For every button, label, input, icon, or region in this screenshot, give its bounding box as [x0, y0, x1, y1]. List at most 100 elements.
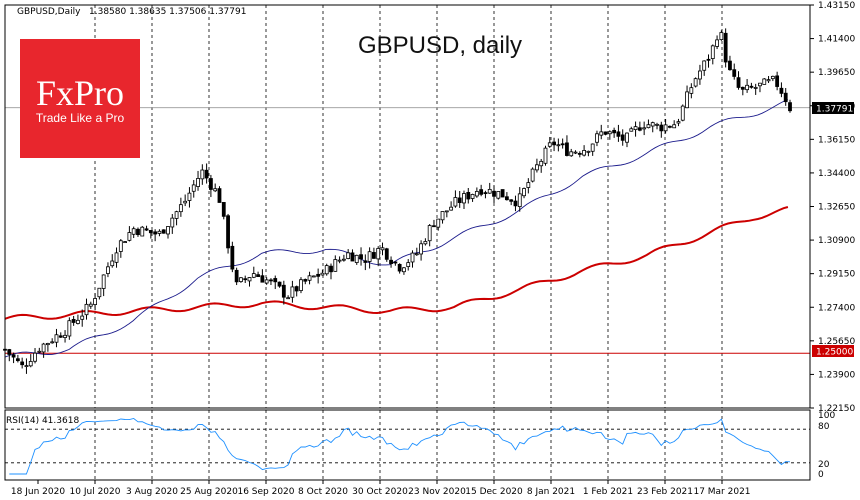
candle: [487, 182, 492, 194]
candle-body: [324, 265, 329, 275]
candle: [543, 145, 548, 166]
candle: [209, 174, 213, 198]
candle: [273, 275, 278, 290]
candle: [569, 148, 574, 157]
candle: [226, 213, 230, 254]
candle-body: [174, 211, 179, 219]
candle-body: [612, 129, 617, 134]
ohlc-values: 1.38580 1.38635 1.37506 1.37791: [89, 7, 246, 17]
candle: [629, 126, 634, 132]
candle: [127, 226, 132, 242]
candle: [67, 317, 72, 340]
candle-body: [58, 335, 63, 338]
candle-body: [50, 341, 55, 344]
candle: [620, 129, 625, 146]
candle: [84, 298, 89, 320]
chart-title: GBPUSD, daily: [358, 32, 522, 59]
time-tick-label: 8 Oct 2020: [298, 487, 348, 497]
candle: [672, 120, 677, 129]
logo-tagline: Trade Like a Pro: [35, 111, 125, 125]
candle-body: [526, 182, 531, 188]
rsi-scale-100: 100: [818, 411, 835, 421]
candle: [230, 241, 235, 273]
candle: [427, 223, 432, 247]
candle: [517, 187, 522, 212]
candle-body: [45, 343, 50, 346]
candle: [118, 238, 123, 258]
candle-body: [28, 361, 33, 367]
candle-body: [655, 123, 659, 126]
candle: [63, 330, 67, 343]
candle-body: [114, 252, 119, 263]
candle-body: [316, 273, 321, 277]
candle: [346, 249, 351, 260]
candle: [20, 357, 25, 369]
candle-body: [775, 75, 780, 87]
candle-body: [264, 279, 269, 284]
candle-body: [758, 82, 762, 87]
candle: [153, 229, 158, 242]
candle: [11, 352, 16, 364]
candle: [504, 192, 509, 201]
candle: [221, 202, 226, 220]
candle-body: [221, 202, 226, 217]
candle: [363, 254, 368, 271]
rsi-scale-80: 80: [818, 422, 830, 432]
candle: [58, 332, 63, 338]
candle-body: [320, 272, 325, 276]
candle-body: [260, 275, 265, 283]
candle: [196, 170, 200, 191]
candle-body: [453, 197, 458, 207]
candle: [161, 229, 166, 234]
candle: [676, 118, 681, 127]
candle: [496, 191, 501, 200]
candle: [479, 184, 484, 197]
candle-body: [170, 217, 175, 228]
candle-body: [629, 128, 634, 132]
candle-body: [783, 92, 788, 103]
candle-body: [157, 230, 162, 234]
candle: [766, 76, 771, 84]
candle-body: [131, 228, 136, 235]
candle-body: [402, 267, 406, 273]
candle-body: [329, 265, 333, 273]
candle: [728, 55, 732, 71]
candle-body: [15, 358, 20, 362]
price-tick-label: 1.25650: [818, 337, 855, 347]
candle: [406, 259, 411, 271]
candle-body: [33, 352, 37, 362]
slow-moving-average: [4, 206, 789, 320]
time-tick-label: 15 Dec 2020: [465, 487, 523, 497]
candle: [762, 78, 767, 85]
candle-body: [419, 243, 423, 255]
candle: [234, 267, 239, 286]
candle-body: [213, 188, 218, 192]
candle-body: [530, 168, 535, 182]
candle: [264, 277, 269, 285]
candle-body: [457, 197, 462, 204]
candle-body: [788, 102, 792, 112]
candle-body: [251, 273, 256, 278]
candle: [33, 348, 37, 364]
candle: [573, 150, 578, 155]
candle: [740, 86, 745, 96]
level-badge: [812, 345, 854, 357]
candle-body: [710, 45, 715, 59]
level-label: 1.25000: [816, 348, 853, 358]
candle-body: [603, 131, 608, 135]
candle: [303, 278, 308, 285]
candle: [397, 263, 402, 274]
candle: [637, 121, 642, 132]
candle: [577, 151, 582, 158]
candle-body: [110, 260, 115, 267]
candle: [788, 99, 792, 113]
candle: [367, 247, 372, 269]
candle-body: [80, 315, 85, 320]
candle: [7, 348, 12, 362]
candle: [565, 135, 569, 157]
candle: [28, 354, 33, 368]
candle: [547, 136, 552, 148]
candle-body: [67, 320, 72, 337]
candle-body: [269, 279, 273, 282]
candle-body: [492, 190, 496, 197]
